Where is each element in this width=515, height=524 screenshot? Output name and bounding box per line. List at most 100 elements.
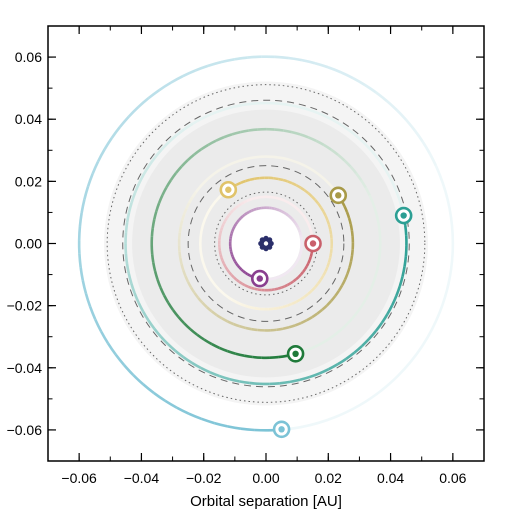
orbit-trail-g-57 xyxy=(167,134,177,144)
orbit-trail-e-57 xyxy=(185,202,191,210)
orbit-trail-e-49 xyxy=(178,251,182,259)
orbit-trail-d-15 xyxy=(295,184,302,189)
orbit-trail-h-49 xyxy=(327,66,342,74)
orbit-trail-h-12 xyxy=(123,364,135,377)
orbit-trail-f-14 xyxy=(177,316,186,325)
orbit-trail-d-18 xyxy=(307,192,313,198)
orbit-trail-c-48 xyxy=(283,211,287,215)
orbit-trail-e-41 xyxy=(197,297,204,304)
orbit-trail-c-14 xyxy=(230,253,234,258)
orbit-trail-e-47 xyxy=(180,263,185,271)
orbit-trail-h-5 xyxy=(200,417,215,425)
orbit-trail-f-17 xyxy=(162,294,170,304)
orbit-trail-b-6 xyxy=(305,262,310,267)
orbit-trail-h-15 xyxy=(100,330,110,344)
planet-marker-core-f xyxy=(292,350,299,358)
orbit-trail-g-56 xyxy=(160,141,170,151)
orbit-trail-c-52 xyxy=(291,218,295,222)
orbit-trail-g-52 xyxy=(137,174,145,185)
orbit-trail-h-13 xyxy=(114,353,126,366)
orbit-trail-g-23 xyxy=(269,381,281,386)
orbit-trail-b-58 xyxy=(243,199,248,204)
orbit-trail-f-48 xyxy=(291,130,301,136)
orbit-trail-f-18 xyxy=(159,287,166,296)
orbit-trail-f-50 xyxy=(307,136,317,142)
orbit-trail-b-35 xyxy=(224,266,229,271)
orbit-trail-d-45 xyxy=(291,300,297,306)
orbit-trail-d-43 xyxy=(299,295,306,301)
orbit-trail-d-12 xyxy=(282,178,289,183)
orbit-trail-b-56 xyxy=(237,203,242,208)
orbit-trail-h-7 xyxy=(176,406,190,415)
orbit-trail-f-5 xyxy=(243,354,253,359)
orbit-trail-g-30 xyxy=(200,366,211,374)
orbit-trail-b-48 xyxy=(220,223,225,228)
orbit-trail-c-44 xyxy=(273,207,278,211)
orbit-trail-h-26 xyxy=(83,186,90,201)
orbit-trail-f-1 xyxy=(278,354,288,359)
orbit-trail-g-21 xyxy=(289,378,301,384)
orbit-trail-g-19 xyxy=(309,372,320,379)
planet-marker-core-c xyxy=(256,275,263,282)
orbit-trail-f-43 xyxy=(248,128,258,132)
orbit-trail-g-25 xyxy=(249,381,260,386)
orbit-trail-b-55 xyxy=(234,204,239,210)
orbit-trail-g-51 xyxy=(133,183,141,194)
planet-h xyxy=(272,420,291,439)
orbit-d xyxy=(198,176,334,311)
planet-marker-core-e xyxy=(335,192,342,199)
orbit-trail-e-12 xyxy=(346,267,351,275)
orbit-trail-e-28 xyxy=(270,328,277,332)
orbit-trail-g-54 xyxy=(147,156,156,167)
orbit-trail-d-37 xyxy=(319,274,325,281)
orbit-trail-h-41 xyxy=(220,58,235,64)
hz-conservative-boundary-1 xyxy=(122,99,410,388)
orbit-trail-e-59 xyxy=(191,191,197,199)
x-tick-label-1: −0.04 xyxy=(124,470,160,486)
orbit-trail-e-27 xyxy=(276,327,284,332)
orbit-trail-e-38 xyxy=(210,310,218,317)
orbit-trail-e-33 xyxy=(238,324,246,330)
planet-g xyxy=(394,206,413,225)
orbit-trail-c-6 xyxy=(242,270,247,274)
orbit-trail-b-40 xyxy=(218,250,222,255)
orbit-trail-g-34 xyxy=(166,343,177,352)
orbit-trail-e-31 xyxy=(251,327,258,332)
orbit-trail-e-23 xyxy=(300,319,308,325)
orbit-e xyxy=(177,155,355,332)
orbit-trail-h-31 xyxy=(110,126,121,139)
planet-c xyxy=(250,269,269,288)
orbit-trail-d-3 xyxy=(240,179,246,184)
orbit-trail-f-7 xyxy=(227,349,237,355)
orbit-trail-c-30 xyxy=(239,215,244,220)
orbit-trail-g-3 xyxy=(404,245,408,257)
orbit-trail-d-28 xyxy=(329,233,333,239)
orbit-trail-b-51 xyxy=(225,214,230,220)
orbit-trail-b-29 xyxy=(238,280,243,285)
orbit-trail-h-56 xyxy=(405,118,416,132)
orbit-trail-g-48 xyxy=(125,212,131,223)
y-tick-label-1: −0.04 xyxy=(7,360,43,376)
orbit-trail-g-47 xyxy=(124,222,129,234)
orbit-trail-e-10 xyxy=(349,255,354,262)
orbit-trail-g-4 xyxy=(403,256,408,267)
orbit-trail-c-43 xyxy=(271,206,275,210)
orbit-trail-d-27 xyxy=(328,229,333,235)
orbit-trail-c-58 xyxy=(298,231,302,236)
orbit-trail-g-31 xyxy=(191,361,202,370)
orbit-trail-c-51 xyxy=(289,216,294,220)
orbit-trail-b-12 xyxy=(292,278,297,283)
orbit-trail-h-24 xyxy=(78,212,83,227)
orbit-trail-f-9 xyxy=(211,342,221,350)
orbit-trail-h-40 xyxy=(207,60,222,68)
orbit-trail-d-31 xyxy=(329,248,333,254)
orbit-trail-g-38 xyxy=(142,310,150,322)
orbit-trail-e-26 xyxy=(282,326,290,330)
orbit-trail-c-53 xyxy=(292,220,297,224)
orbit-trail-d-16 xyxy=(299,186,306,192)
orbit-trail-f-30 xyxy=(161,186,168,196)
x-axis-title: Orbital separation [AU] xyxy=(190,493,342,510)
orbit-trail-b-31 xyxy=(233,276,238,281)
orbit-trail-g-50 xyxy=(130,192,137,204)
orbit-f xyxy=(150,127,382,360)
